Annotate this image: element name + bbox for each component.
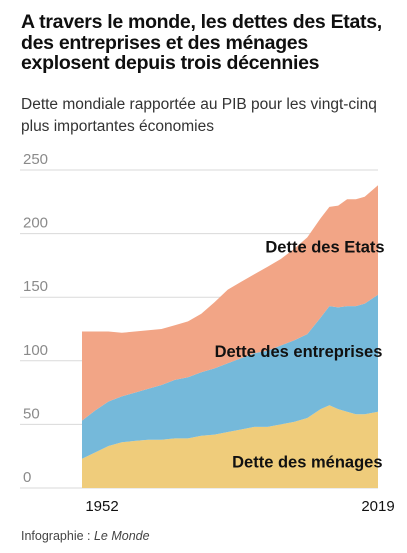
y-tick-label: 150 <box>23 278 48 295</box>
y-axis-ticks: 0 50 100 150 200 250 <box>23 151 48 486</box>
y-tick-label: 200 <box>23 215 48 232</box>
area-labels: Dette des Etats Dette des entreprises Dett… <box>215 239 385 472</box>
area-dette-des-entreprises <box>82 294 378 459</box>
area-dette-des-m-nages <box>82 405 378 488</box>
y-tick-label: 50 <box>23 405 40 422</box>
chart-subtitle: Dette mondiale rapportée au PIB pour les… <box>21 96 377 135</box>
credit-label: Infographie : <box>21 529 94 543</box>
area-label: Dette des entreprises <box>215 343 383 361</box>
x-tick-label: 1952 <box>85 498 118 515</box>
x-tick-label: 2019 <box>361 498 394 515</box>
chart-title: A travers le monde, les dettes des Etats… <box>21 11 382 74</box>
y-tick-label: 0 <box>23 469 31 486</box>
credit: Infographie : Le Monde <box>21 529 150 543</box>
area-label: Dette des Etats <box>265 239 384 257</box>
credit-source: Le Monde <box>93 529 150 543</box>
x-axis-ticks: 1952 2019 <box>85 498 394 515</box>
area-series <box>82 185 378 488</box>
area-dette-des-etats <box>82 185 378 421</box>
y-tick-label: 100 <box>23 342 48 359</box>
area-label: Dette des ménages <box>232 454 382 472</box>
y-tick-label: 250 <box>23 151 48 168</box>
